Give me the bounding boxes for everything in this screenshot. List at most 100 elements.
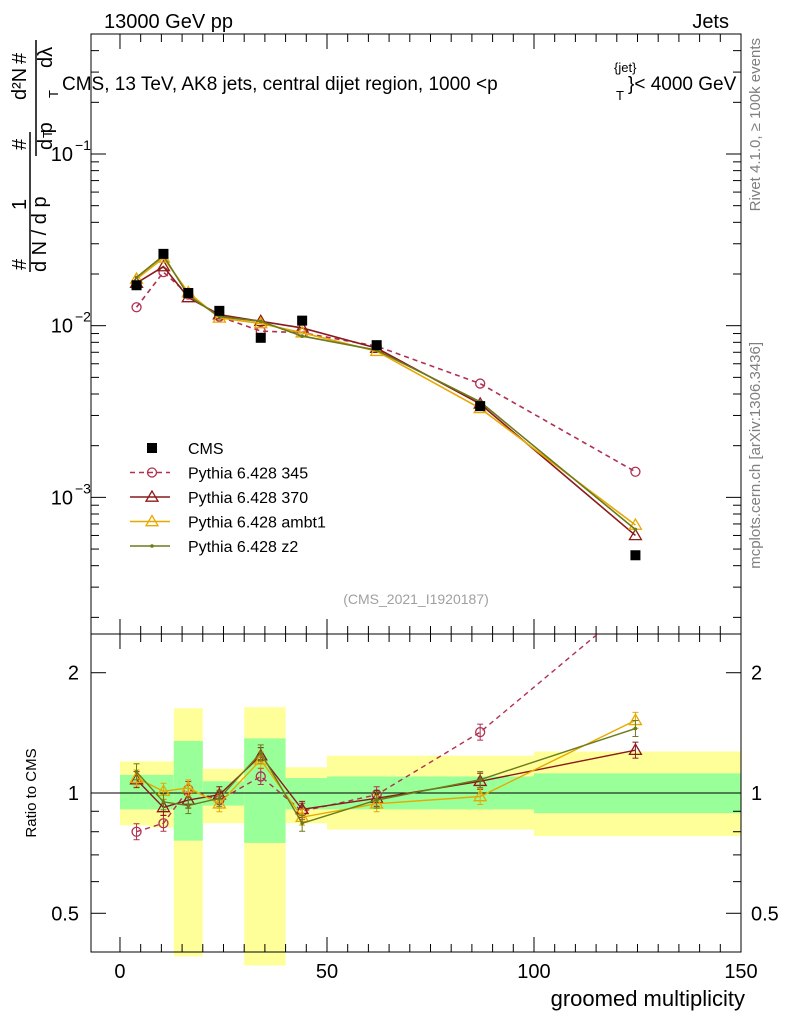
- process-label: Jets: [692, 11, 729, 33]
- ratio-ytick-label-left: 0.5: [51, 903, 79, 925]
- x-axis-label: groomed multiplicity: [551, 986, 745, 1011]
- data-point: [255, 332, 266, 343]
- legend: CMS Pythia 6.428 345 Pythia 6.428 370 Pythi…: [130, 441, 326, 556]
- legend-marker: [150, 544, 154, 548]
- ylabel-dl: dλ: [35, 47, 57, 68]
- legend-marker: [147, 443, 157, 453]
- ratio-point: [633, 726, 638, 731]
- ratio-point: [374, 798, 379, 802]
- tool-watermark: (CMS_2021_I1920187): [343, 591, 489, 607]
- data-point: [131, 302, 142, 313]
- ratio-frame: [90, 633, 742, 953]
- ratio-point: [258, 751, 263, 755]
- rivet-version-label: Rivet 4.1.0, ≥ 100k events: [747, 38, 764, 211]
- chart-title: CMS, 13 TeV, AK8 jets, central dijet reg…: [62, 60, 737, 103]
- series-line: [135, 270, 636, 473]
- ylabel-dN: d N / d p: [29, 196, 51, 272]
- legend-entry: Pythia 6.428 ambt1: [130, 514, 326, 532]
- main-ytick-label: 10: [51, 487, 73, 509]
- ylabel-hash-2: #: [9, 138, 31, 150]
- legend-label: Pythia 6.428 370: [188, 490, 308, 507]
- data-point: [633, 527, 638, 532]
- legend-label: Pythia 6.428 z2: [188, 539, 298, 556]
- chart-title-sub: T: [616, 88, 624, 103]
- ratio-xtick-label: 50: [316, 961, 338, 983]
- ratio-point: [158, 818, 169, 829]
- legend-marker: [146, 467, 158, 478]
- data-point: [297, 315, 308, 326]
- main-ytick-label: 10: [51, 316, 73, 338]
- ylabel-dpdl: d p: [35, 122, 57, 150]
- data-point: [475, 378, 486, 389]
- mcplots-source-label: mcplots.cern.ch [arXiv:1306.3436]: [747, 342, 764, 569]
- chart-title-main: CMS, 13 TeV, AK8 jets, central dijet reg…: [62, 74, 498, 95]
- ratio-point: [186, 803, 191, 808]
- data-point: [183, 288, 194, 299]
- main-ylabel: # 1 d N / d p T # d²N d p T dλ #: [9, 40, 61, 272]
- ylabel-dpdl-sub: T: [46, 90, 61, 98]
- ratio-point: [217, 796, 222, 801]
- legend-label: CMS: [188, 441, 224, 458]
- chart-title-pre: CMS, 13 TeV, AK8 jets, central dijet reg…: [62, 74, 498, 95]
- chart-title-post: }< 4000 GeV: [628, 74, 737, 95]
- legend-entry: CMS: [147, 441, 224, 458]
- energy-label: 13000 GeV pp: [104, 11, 233, 33]
- stat-uncertainty-band: [148, 774, 174, 810]
- data-point: [156, 259, 171, 272]
- ratio-point: [255, 771, 266, 782]
- ylabel-d2N: d²N: [9, 68, 31, 100]
- main-ytick-exponent: −1: [75, 137, 91, 153]
- ratio-clipped-series: [129, 598, 643, 841]
- main-series: [129, 248, 643, 561]
- series-pythia-6-428-ambt1: [129, 250, 643, 530]
- series-line: [136, 254, 636, 531]
- chart-title-sup: {jet}: [614, 60, 637, 75]
- data-point: [134, 275, 139, 280]
- ratio-point: [161, 800, 166, 804]
- data-point: [300, 334, 304, 338]
- ratio-point: [628, 742, 643, 756]
- ratio-point: [473, 789, 488, 802]
- ratio-xtick-label: 150: [724, 961, 757, 983]
- ratio-point: [181, 780, 196, 793]
- main-ytick-label: 10: [51, 144, 73, 166]
- legend-entry: Pythia 6.428 345: [130, 466, 308, 483]
- ratio-point: [478, 777, 482, 782]
- ratio-point: [129, 770, 144, 783]
- series-cms: [131, 248, 641, 561]
- ratio-xtick-label: 100: [517, 961, 550, 983]
- ratio-ytick-label-left: 2: [68, 663, 79, 685]
- ratio-point: [212, 796, 227, 809]
- ratio-point: [475, 727, 486, 738]
- main-axis-ticks: 10−110−210−3: [51, 33, 742, 634]
- stat-uncertainty-band: [244, 738, 286, 843]
- ratio-point: [631, 598, 640, 607]
- ratio-series: [129, 598, 643, 841]
- main-ytick-exponent: −3: [75, 480, 91, 496]
- ratio-ytick-label-right: 1: [751, 783, 762, 805]
- ylabel-dN-sub: T: [40, 130, 55, 138]
- ratio-panel: 0.5 0.5 1 1 2 2 0 50 100 150 Ratio to CMS groomed…: [23, 598, 779, 1011]
- legend-entry: Pythia 6.428 370: [130, 489, 308, 507]
- ratio-xtick-label: 0: [114, 961, 125, 983]
- legend-marker: [144, 489, 160, 502]
- ylabel-one: 1: [9, 199, 31, 210]
- data-point: [371, 340, 382, 351]
- ratio-ytick-label-right: 2: [751, 663, 762, 685]
- legend-marker: [144, 514, 160, 527]
- main-ytick-exponent: −2: [75, 309, 91, 325]
- series-line: [136, 256, 636, 526]
- legend-label: Pythia 6.428 345: [188, 466, 308, 483]
- ratio-point: [300, 821, 304, 826]
- ratio-series-pythia-6-428-z2: [133, 720, 639, 832]
- legend-entry: Pythia 6.428 z2: [130, 539, 298, 556]
- ratio-ytick-label-left: 1: [68, 783, 79, 805]
- data-point: [630, 466, 641, 477]
- data-point: [214, 305, 225, 316]
- ratio-line: [136, 634, 599, 833]
- data-point: [258, 319, 263, 324]
- data-point: [475, 401, 486, 412]
- ratio-point: [156, 800, 171, 813]
- ratio-axis-ticks: 0.5 0.5 1 1 2 2 0 50 100 150: [51, 634, 779, 983]
